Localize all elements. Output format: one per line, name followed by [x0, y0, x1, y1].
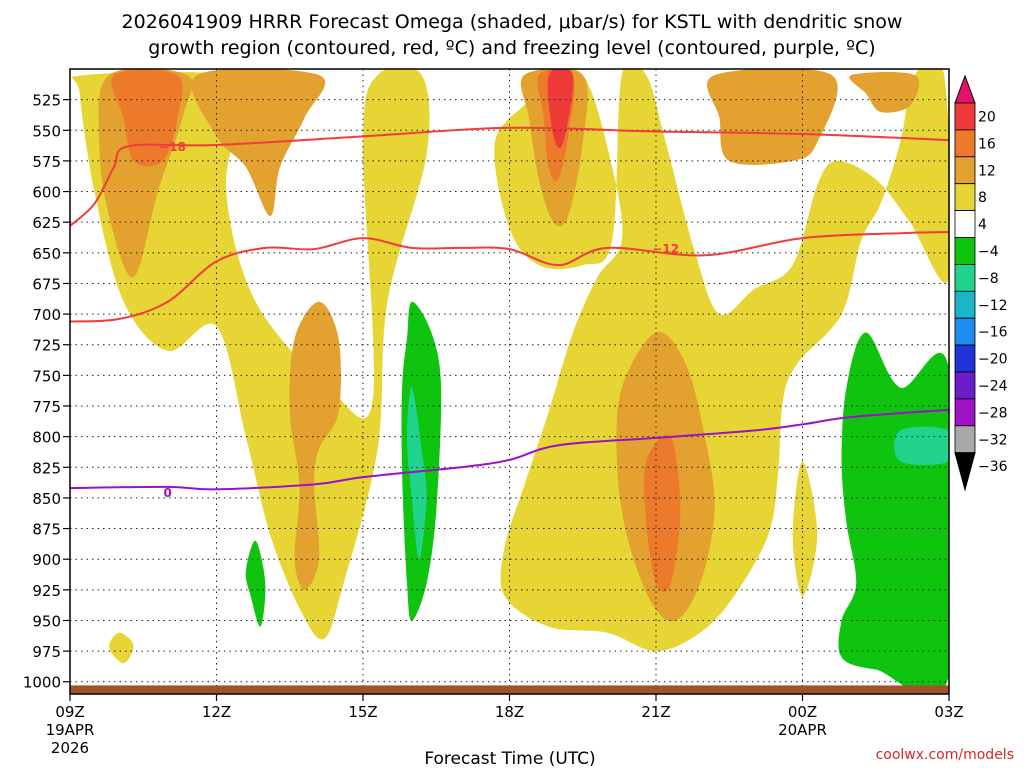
colorbar-segment — [954, 237, 976, 265]
y-tick-label: 875 — [32, 521, 61, 539]
terrain-band — [70, 685, 949, 694]
colorbar-label: 12 — [978, 163, 996, 179]
colorbar-segment — [954, 102, 976, 131]
colorbar-segment — [954, 156, 976, 185]
freezing-level-contour-label: 0 — [163, 486, 171, 500]
omega-region-neg4 — [245, 540, 266, 627]
colorbar-segment — [954, 317, 976, 346]
omega-region-4 — [494, 69, 949, 652]
x-tick-label: 21Z — [641, 703, 670, 721]
omega-shading — [71, 69, 949, 694]
y-tick-label: 650 — [32, 245, 61, 263]
y-tick-label: 800 — [32, 429, 61, 447]
colorbar-label: −28 — [978, 405, 1008, 421]
colorbar-label: 4 — [978, 217, 987, 233]
x-tick-year: 2026 — [51, 739, 89, 757]
x-tick-date: 19APR — [46, 721, 95, 739]
y-tick-label: 600 — [32, 184, 61, 202]
colorbar-bottom-arrow — [954, 452, 976, 492]
y-tick-label: 575 — [32, 153, 61, 171]
x-axis-label: Forecast Time (UTC) — [424, 749, 595, 768]
colorbar-label: −20 — [978, 352, 1008, 368]
y-tick-label: 625 — [32, 214, 61, 232]
y-axis: 525 550 575 600 625 650 675 700 725 750 775 800 825 8… — [23, 92, 70, 692]
colorbar-label: 20 — [978, 109, 996, 125]
colorbar-label: −36 — [978, 459, 1008, 475]
dgz-contour-0-label: −18 — [159, 140, 186, 154]
x-tick-label: 18Z — [495, 703, 524, 721]
y-tick-label: 975 — [32, 643, 61, 661]
omega-region-8 — [289, 301, 341, 590]
colorbar-label: −16 — [978, 325, 1008, 341]
colorbar-segment — [954, 398, 976, 427]
y-tick-label: 1000 — [23, 674, 61, 692]
dgz-contour-0 — [70, 126, 949, 227]
omega-region-4 — [71, 69, 430, 640]
y-tick-label: 900 — [32, 551, 61, 569]
dgz-contour-1 — [70, 231, 949, 323]
colorbar: 20 16 12 8 4 −4 −8 −12 −16 −20 −24 −28 −32 −36 — [954, 74, 1008, 492]
colorbar-label: 16 — [978, 136, 996, 152]
x-tick-date: 20APR — [778, 721, 827, 739]
omega-region-12 — [111, 69, 183, 167]
y-tick-label: 775 — [32, 398, 61, 416]
contours: −18 −12 0 — [70, 126, 949, 500]
chart-title-line2: growth region (contoured, red, ºC) and f… — [148, 37, 875, 59]
colorbar-segment — [954, 183, 976, 211]
omega-region-4 — [109, 632, 134, 664]
plot-area: −18 −12 0 — [70, 69, 949, 694]
y-tick-label: 750 — [32, 367, 61, 385]
grid — [70, 69, 949, 694]
y-tick-label: 550 — [32, 122, 61, 140]
colorbar-segment — [954, 425, 976, 454]
chart-title-line1: 2026041909 HRRR Forecast Omega (shaded, … — [122, 11, 903, 33]
y-tick-label: 925 — [32, 582, 61, 600]
colorbar-segment — [954, 371, 976, 400]
y-tick-label: 850 — [32, 490, 61, 508]
dgz-contour-1-label: −12 — [652, 242, 679, 256]
x-tick-label: 09Z — [55, 703, 84, 721]
y-tick-label: 950 — [32, 612, 61, 630]
colorbar-segment — [954, 129, 976, 158]
y-tick-label: 700 — [32, 306, 61, 324]
colorbar-segment — [954, 263, 976, 292]
colorbar-label: −8 — [978, 271, 999, 287]
freezing-level-contour — [70, 408, 949, 491]
colorbar-label: 8 — [978, 190, 987, 206]
colorbar-label: −4 — [978, 244, 999, 260]
colorbar-segment — [954, 210, 976, 238]
credit-text: coolwx.com/models — [876, 747, 1014, 763]
colorbar-label: −24 — [978, 378, 1008, 394]
y-tick-label: 825 — [32, 459, 61, 477]
y-tick-label: 675 — [32, 275, 61, 293]
colorbar-label: −32 — [978, 432, 1008, 448]
omega-region-neg8 — [894, 426, 949, 466]
colorbar-segment — [954, 290, 976, 319]
y-tick-label: 525 — [32, 92, 61, 110]
omega-region-8 — [707, 69, 838, 165]
colorbar-segment — [954, 344, 976, 373]
omega-region-neg4 — [838, 332, 949, 694]
x-tick-label: 00Z — [788, 703, 817, 721]
colorbar-label: −12 — [978, 298, 1008, 314]
x-tick-label: 03Z — [934, 703, 963, 721]
x-tick-label: 12Z — [202, 703, 231, 721]
colorbar-top-arrow — [954, 74, 976, 104]
omega-region-4 — [792, 461, 818, 596]
y-tick-label: 725 — [32, 337, 61, 355]
omega-region-8 — [849, 72, 920, 113]
omega-region-neg8 — [407, 387, 427, 560]
omega-region-12 — [644, 434, 681, 593]
x-tick-label: 15Z — [348, 703, 377, 721]
